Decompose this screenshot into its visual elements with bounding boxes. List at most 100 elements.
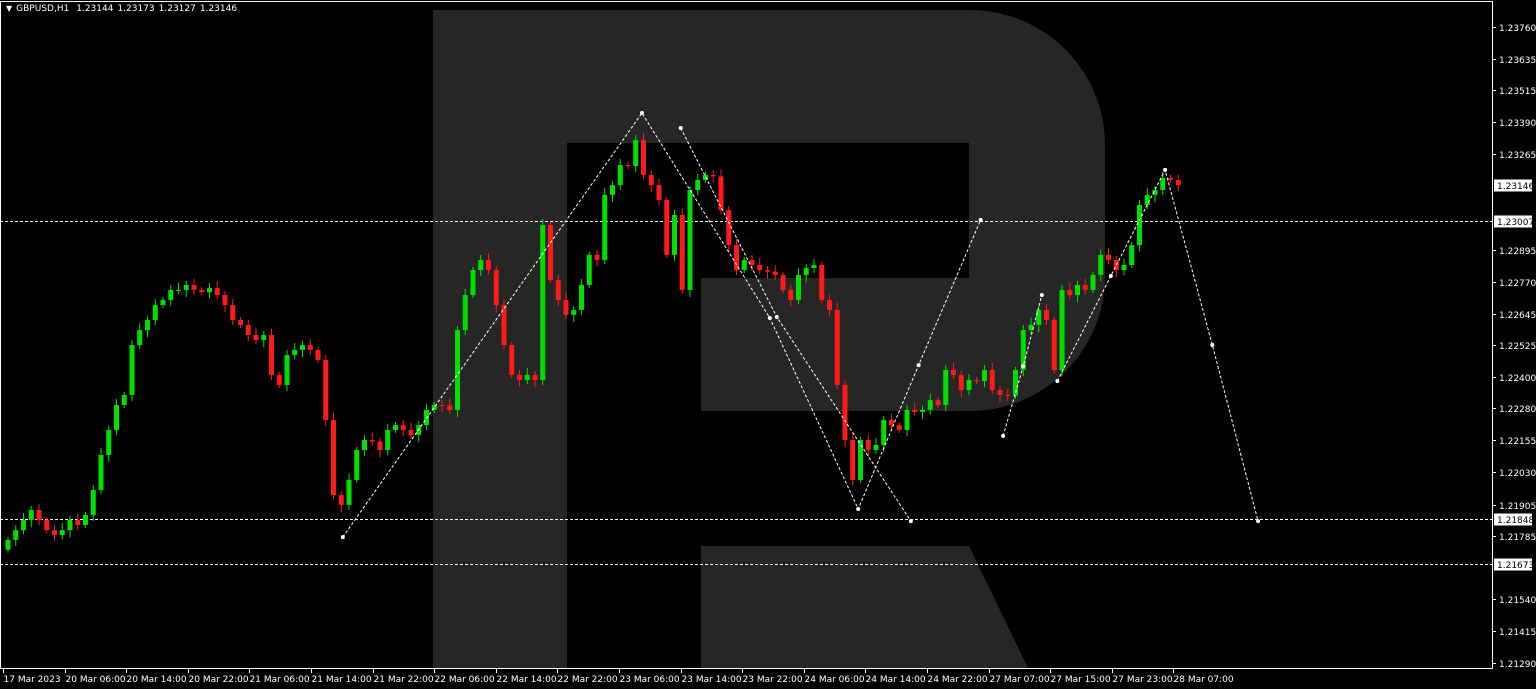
candle [842, 380, 848, 448]
candle-body [679, 214, 685, 290]
time-tick-label: 22 Mar 14:00 [497, 675, 557, 685]
candle-body [377, 441, 383, 451]
candle-body [28, 510, 34, 521]
candle [292, 342, 298, 360]
candle-body [974, 380, 980, 382]
candle [920, 405, 925, 420]
level-lines [0, 221, 1492, 565]
candle-body [114, 404, 119, 430]
candle [1059, 284, 1065, 377]
candle [493, 265, 499, 313]
candle-body [1121, 264, 1127, 271]
candle [563, 292, 569, 320]
candle-body [354, 450, 360, 480]
candle [269, 328, 274, 381]
candle-body [532, 374, 538, 381]
candle [1075, 280, 1080, 303]
candle [214, 280, 220, 300]
candle [617, 158, 623, 191]
candle [555, 274, 561, 307]
candle-body [889, 419, 894, 426]
candle-body [1036, 309, 1042, 325]
candle [974, 376, 980, 385]
forecast-line [342, 112, 982, 538]
candle [958, 370, 964, 398]
candle-body [207, 288, 212, 293]
candle [548, 221, 553, 284]
candle-body [486, 260, 491, 271]
candle-body [1051, 320, 1057, 370]
candle-body [191, 285, 197, 290]
candle [772, 265, 778, 281]
candle-body [1059, 289, 1065, 370]
candle [881, 415, 887, 453]
candle-body [741, 260, 747, 271]
candles [5, 132, 1181, 553]
candle-body [362, 440, 367, 451]
candle-body [478, 260, 484, 271]
candle [1028, 317, 1034, 335]
candle [323, 354, 329, 427]
candle-body [989, 369, 995, 391]
chart-header: ▼ GBPUSD,H1 1.23144 1.23173 1.23127 1.23146 [6, 4, 241, 14]
candle-body [230, 305, 236, 321]
candle [222, 290, 228, 313]
candle [765, 265, 770, 279]
candle-body [36, 510, 42, 521]
candle [21, 512, 26, 535]
forecast-point [639, 111, 644, 116]
candle [191, 278, 197, 296]
candle-body [648, 175, 654, 186]
candle [1067, 282, 1073, 300]
candle [873, 437, 879, 455]
candle [803, 263, 809, 283]
collapse-triangle-icon[interactable]: ▼ [6, 4, 13, 13]
candle [997, 385, 1003, 403]
candle-body [300, 345, 305, 350]
candle-body [1137, 204, 1142, 246]
candle-body [261, 334, 267, 341]
candle-body [307, 345, 313, 350]
candle-body [292, 349, 298, 356]
candle-body [408, 429, 414, 435]
forecast-point [856, 507, 861, 512]
candle-body [176, 289, 181, 291]
candle [943, 364, 949, 412]
candle-body [811, 264, 817, 269]
candle-body [827, 299, 832, 310]
candle-body [610, 185, 615, 195]
time-tick-label: 20 Mar 22:00 [189, 675, 249, 685]
time-tick-label: 23 Mar 22:00 [743, 675, 803, 685]
candle [377, 437, 383, 458]
candle [927, 393, 933, 416]
candle [695, 173, 701, 196]
level-label: 1.23146 [1497, 182, 1534, 192]
candle-body [912, 409, 918, 412]
candle-body [346, 479, 352, 505]
candle-body [687, 190, 693, 290]
level-label-bg [1494, 215, 1532, 228]
candle [160, 296, 166, 309]
candle [145, 315, 150, 338]
candle-body [958, 374, 964, 391]
candle-body [439, 404, 445, 406]
candle [59, 522, 65, 540]
candle [1005, 388, 1011, 401]
candle-body [966, 380, 972, 391]
time-tick-label: 27 Mar 07:00 [990, 675, 1050, 685]
candle-body [1168, 177, 1173, 180]
candle [850, 433, 856, 486]
candle-body [524, 374, 530, 381]
forecast-point [1055, 379, 1060, 384]
candle [912, 402, 918, 417]
candle-body [67, 520, 73, 531]
forecast-point [978, 217, 983, 222]
candle [734, 238, 739, 276]
candle-body [664, 200, 670, 255]
candle-body [462, 295, 468, 331]
candle-body [470, 270, 476, 296]
time-tick-label: 22 Mar 22:00 [558, 675, 618, 685]
forecast-point [1039, 293, 1044, 298]
candle-body [152, 305, 158, 321]
